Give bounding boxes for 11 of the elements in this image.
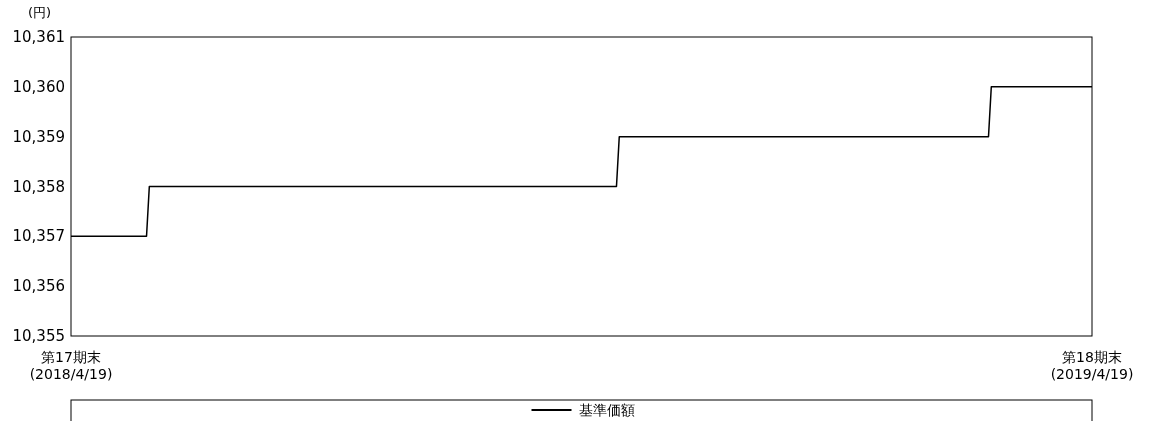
x-tick-label: 第18期末 (2019/4/19) xyxy=(1050,349,1134,382)
y-tick-label: 10,357 xyxy=(12,227,65,246)
y-axis-title: (円) xyxy=(28,5,52,20)
legend-label: 基準価額 xyxy=(578,402,635,418)
y-tick-label: 10,356 xyxy=(12,277,65,296)
y-tick-label: 10,359 xyxy=(12,127,65,146)
y-tick-label: 10,358 xyxy=(12,177,65,196)
x-tick-label: 第17期末 (2018/4/19) xyxy=(29,349,113,382)
y-tick-label: 10,361 xyxy=(12,28,65,46)
y-tick-label: 10,355 xyxy=(12,327,65,345)
y-tick-label: 10,360 xyxy=(12,77,65,96)
